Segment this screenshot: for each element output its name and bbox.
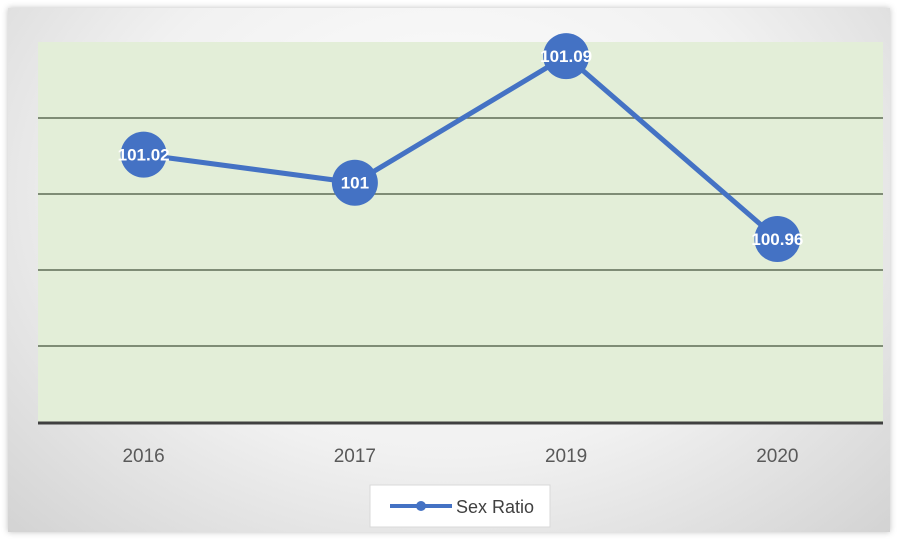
data-label: 101.02 [118, 146, 170, 165]
data-point-marker [754, 216, 801, 263]
data-point-marker [331, 159, 378, 206]
data-labels: 101.02 101 101.09 100.96 [118, 47, 804, 249]
x-tick-label: 2020 [756, 446, 798, 467]
legend-marker-swatch [416, 501, 426, 511]
x-tick-label: 2017 [334, 446, 376, 467]
x-tick-label: 2019 [545, 446, 587, 467]
data-label: 101.09 [540, 47, 592, 66]
data-markers [120, 33, 801, 263]
x-axis-tick-labels: 2016 2017 2019 2020 [122, 446, 798, 467]
x-tick-label: 2016 [122, 446, 164, 467]
data-point-marker [120, 131, 167, 178]
legend: Sex Ratio [369, 484, 551, 528]
data-label: 100.96 [751, 230, 803, 249]
plot-area [38, 42, 883, 422]
legend-entry-sex-ratio: Sex Ratio [456, 497, 534, 517]
data-label: 101 [341, 174, 369, 193]
series-line-sex-ratio [143, 53, 780, 241]
data-point-marker [543, 33, 590, 80]
